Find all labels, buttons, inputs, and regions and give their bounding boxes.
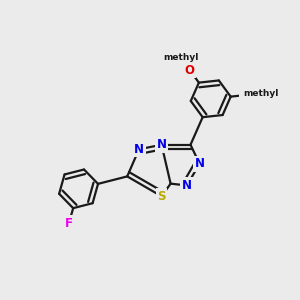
Text: methyl: methyl [244,89,279,98]
Text: S: S [157,190,166,203]
Text: N: N [195,157,205,170]
Text: O: O [185,64,195,77]
Text: F: F [65,217,73,230]
Text: N: N [182,179,192,192]
Text: methyl: methyl [163,53,198,62]
Text: O: O [241,88,251,101]
Text: N: N [157,138,166,151]
Text: N: N [134,143,144,156]
